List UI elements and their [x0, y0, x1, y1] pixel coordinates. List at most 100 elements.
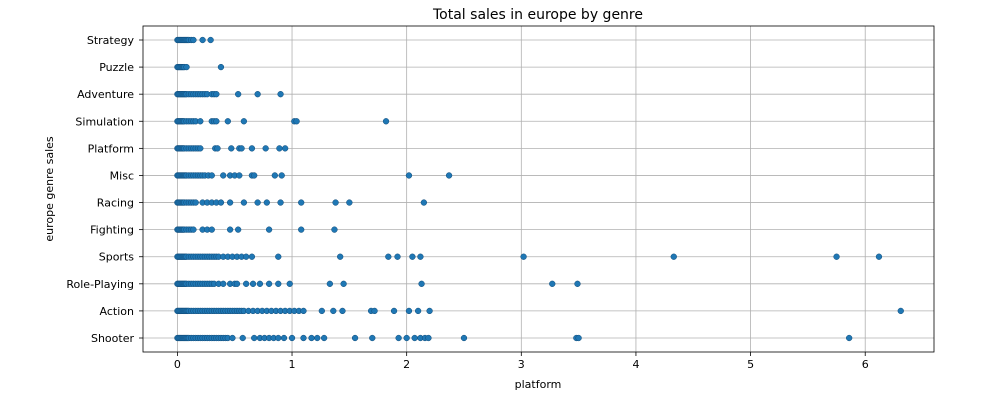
- scatter-point: [418, 280, 425, 287]
- scatter-point: [411, 334, 418, 342]
- x-tick-label: 5: [747, 358, 754, 371]
- scatter-point: [190, 36, 197, 44]
- scatter-point: [190, 226, 197, 233]
- scatter-point: [199, 36, 206, 44]
- scatter-point: [197, 118, 204, 125]
- scatter-point: [243, 253, 250, 260]
- scatter-point: [240, 199, 248, 206]
- scatter-point: [298, 199, 305, 206]
- scatter-point: [275, 280, 282, 287]
- scatter-point: [275, 253, 282, 260]
- y-tick-label: Adventure: [77, 88, 134, 101]
- scatter-point: [574, 280, 581, 287]
- y-tick-label: Puzzle: [99, 61, 134, 74]
- y-axis-label: europe genre sales: [43, 136, 56, 242]
- scatter-point: [275, 334, 282, 342]
- y-tick-label: Racing: [97, 197, 134, 210]
- y-tick-label: Platform: [88, 142, 134, 155]
- scatter-point: [217, 63, 225, 71]
- x-axis: 0 1 2 3 4 5 6: [174, 352, 869, 371]
- scatter-point: [300, 334, 307, 342]
- scatter-point: [833, 253, 840, 260]
- scatter-point: [280, 334, 288, 342]
- scatter-point: [248, 145, 256, 152]
- scatter-point: [337, 253, 344, 260]
- scatter-point: [183, 63, 190, 71]
- scatter-point: [445, 172, 453, 179]
- scatter-point: [233, 280, 241, 287]
- scatter-point: [235, 226, 242, 233]
- scatter-point: [263, 199, 270, 206]
- scatter-point: [298, 226, 305, 233]
- x-tick-label: 6: [862, 358, 869, 371]
- scatter-point: [226, 226, 234, 233]
- x-tick-label: 4: [632, 358, 639, 371]
- scatter-point: [405, 307, 413, 315]
- scatter-point: [251, 334, 258, 342]
- scatter-point: [220, 280, 227, 287]
- data-points: [174, 36, 904, 342]
- scatter-point: [670, 253, 677, 260]
- scatter-point: [254, 91, 261, 98]
- scatter-point: [371, 307, 378, 315]
- scatter-point: [265, 226, 273, 233]
- scatter-point: [220, 172, 227, 179]
- scatter-point: [331, 226, 338, 233]
- y-tick-label: Misc: [110, 169, 134, 182]
- scatter-point: [288, 334, 296, 342]
- scatter-point: [897, 307, 904, 315]
- scatter-point: [300, 307, 307, 315]
- y-tick-label: Simulation: [75, 115, 134, 128]
- scatter-point: [385, 253, 392, 260]
- scatter-point: [549, 280, 556, 287]
- scatter-point: [318, 307, 325, 315]
- scatter-point: [575, 334, 582, 342]
- x-axis-label: platform: [515, 378, 562, 391]
- scatter-point: [265, 280, 273, 287]
- scatter-point: [208, 172, 215, 179]
- scatter-point: [217, 199, 225, 206]
- scatter-point: [308, 334, 315, 342]
- scatter-point: [192, 199, 199, 206]
- scatter-point: [394, 253, 401, 260]
- scatter-point: [235, 91, 242, 98]
- scatter-point: [282, 145, 289, 152]
- scatter-point: [846, 334, 853, 342]
- scatter-point: [320, 334, 328, 342]
- scatter-point: [425, 334, 432, 342]
- chart-title: Total sales in europe by genre: [432, 7, 643, 23]
- scatter-point: [330, 307, 337, 315]
- y-tick-label: Action: [100, 305, 134, 318]
- scatter-point: [403, 334, 410, 342]
- scatter-point: [207, 36, 214, 44]
- scatter-point: [256, 280, 264, 287]
- scatter-point: [460, 334, 468, 342]
- scatter-point: [228, 145, 235, 152]
- scatter-point: [213, 118, 220, 125]
- scatter-point: [229, 334, 236, 342]
- grid: [143, 26, 934, 352]
- scatter-point: [197, 145, 204, 152]
- scatter-point: [226, 199, 234, 206]
- scatter-point: [332, 199, 339, 206]
- scatter-point: [426, 307, 433, 315]
- scatter-point: [414, 307, 422, 315]
- scatter-point: [277, 199, 284, 206]
- scatter-point: [243, 280, 250, 287]
- scatter-point: [249, 280, 257, 287]
- scatter-point: [276, 145, 283, 152]
- scatter-point: [875, 253, 883, 260]
- scatter-point: [369, 334, 376, 342]
- scatter-point: [236, 172, 243, 179]
- scatter-point: [286, 280, 293, 287]
- scatter-point: [417, 253, 424, 260]
- scatter-point: [390, 307, 398, 315]
- scatter-point: [254, 199, 261, 206]
- scatter-point: [395, 334, 402, 342]
- y-tick-label: Role-Playing: [66, 278, 134, 291]
- scatter-point: [208, 226, 215, 233]
- scatter-point: [277, 91, 284, 98]
- scatter-point: [240, 118, 248, 125]
- scatter-point: [346, 199, 353, 206]
